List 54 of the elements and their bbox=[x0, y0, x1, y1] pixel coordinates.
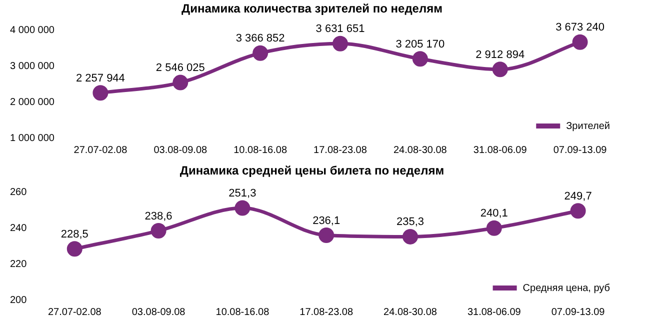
x-tick-label: 27.07-02.08 bbox=[74, 144, 128, 156]
y-tick-label: 200 bbox=[10, 294, 28, 306]
point bbox=[332, 36, 348, 52]
y-tick-label: 260 bbox=[10, 187, 28, 198]
data-label: 240,1 bbox=[480, 208, 508, 220]
x-tick-label: 07.09-13.09 bbox=[553, 144, 608, 156]
point bbox=[486, 220, 502, 236]
chart-title: Динамика средней цены билета по неделям bbox=[180, 164, 444, 178]
data-label: 3 366 852 bbox=[236, 32, 285, 45]
x-tick-label: 31.08-06.09 bbox=[467, 306, 522, 318]
data-label: 238,6 bbox=[144, 210, 172, 222]
x-tick-label: 24.08-30.08 bbox=[384, 306, 438, 318]
data-label: 2 546 025 bbox=[156, 62, 205, 74]
data-label: 3 673 240 bbox=[556, 22, 605, 34]
y-tick-label: 220 bbox=[10, 258, 28, 270]
point bbox=[572, 34, 588, 50]
x-tick-label: 17.08-23.08 bbox=[314, 144, 368, 156]
data-label: 3 631 651 bbox=[316, 23, 365, 36]
point bbox=[252, 45, 268, 61]
point bbox=[492, 62, 508, 78]
x-tick-label: 03.08-09.08 bbox=[132, 306, 186, 318]
data-label: 2 257 944 bbox=[76, 72, 125, 84]
x-tick-label: 10.08-16.08 bbox=[234, 144, 288, 156]
point bbox=[150, 223, 166, 239]
y-tick-label: 240 bbox=[10, 223, 28, 234]
point bbox=[402, 228, 418, 244]
data-label: 251,3 bbox=[228, 188, 256, 200]
point bbox=[318, 228, 334, 244]
point bbox=[66, 241, 82, 257]
data-label: 3 205 170 bbox=[396, 38, 445, 50]
point bbox=[570, 203, 586, 219]
y-tick-label: 3 000 000 bbox=[10, 61, 55, 72]
data-label: 2 912 894 bbox=[476, 48, 525, 61]
x-tick-label: 07.09-13.09 bbox=[551, 306, 606, 318]
data-label: 235,3 bbox=[396, 216, 424, 228]
x-tick-label: 24.08-30.08 bbox=[393, 144, 448, 156]
point bbox=[234, 200, 250, 216]
x-tick-label: 31.08-06.09 bbox=[473, 144, 528, 156]
data-label: 249,7 bbox=[564, 190, 592, 202]
point bbox=[172, 74, 188, 90]
y-tick-label: 1 000 000 bbox=[10, 132, 55, 144]
x-tick-label: 10.08-16.08 bbox=[216, 306, 270, 318]
data-label: 228,5 bbox=[60, 228, 88, 240]
x-tick-label: 03.08-09.08 bbox=[154, 144, 208, 156]
x-tick-label: 27.07-02.08 bbox=[48, 306, 102, 318]
point bbox=[412, 51, 428, 67]
chart-title: Динамика количества зрителей по неделям bbox=[182, 2, 443, 16]
legend-label: Зрителей bbox=[566, 120, 610, 132]
y-tick-label: 4 000 000 bbox=[10, 25, 55, 36]
x-tick-label: 17.08-23.08 bbox=[300, 306, 354, 318]
y-tick-label: 2 000 000 bbox=[10, 96, 55, 108]
data-label: 236,1 bbox=[312, 214, 340, 227]
legend-label: Средняя цена, руб bbox=[522, 282, 610, 294]
point bbox=[92, 85, 108, 101]
